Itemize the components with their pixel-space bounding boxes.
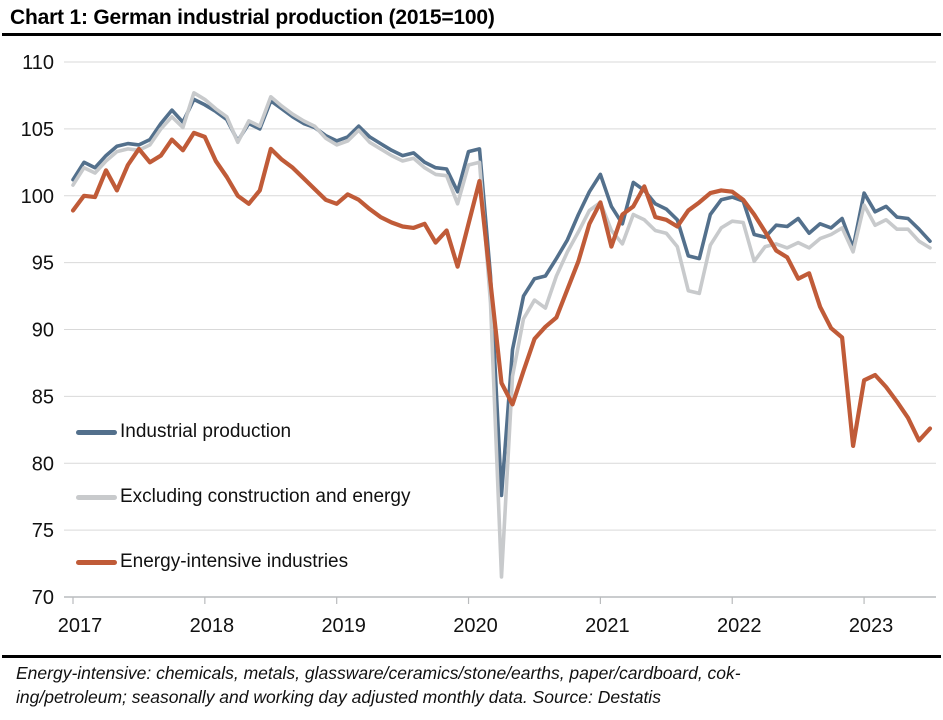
x-tick-label: 2019 (321, 615, 366, 637)
x-tick-label: 2018 (190, 615, 235, 637)
footnote-line-1: Energy-intensive: chemicals, metals, gla… (16, 663, 741, 683)
chart-canvas: 70 75 80 85 90 95 100 105 110 2017 2018 2019 2020 202… (21, 52, 936, 637)
x-axis: 2017 2018 2019 2020 2021 2022 2023 (58, 597, 894, 637)
title-divider-line (2, 33, 941, 36)
y-tick-label: 100 (21, 186, 54, 208)
y-tick-label: 85 (32, 386, 54, 408)
series-line-energy-intensive-industries (70, 130, 933, 448)
chart-area: 70 75 80 85 90 95 100 105 110 2017 2018 2019 2020 202… (0, 44, 943, 648)
y-axis-labels: 70 75 80 85 90 95 100 105 110 (21, 52, 54, 609)
x-tick-label: 2022 (717, 615, 762, 637)
chart-footnote: Energy-intensive: chemicals, metals, gla… (16, 661, 928, 709)
y-tick-label: 105 (21, 119, 54, 141)
series-line-industrial-production (71, 97, 932, 498)
x-tick-label: 2021 (585, 615, 630, 637)
x-tick-label: 2017 (58, 615, 103, 637)
x-tick-label: 2020 (453, 615, 498, 637)
chart-title: Chart 1: German industrial production (2… (10, 6, 495, 29)
gridlines (64, 61, 936, 598)
y-tick-label: 95 (32, 253, 54, 275)
y-tick-label: 70 (32, 587, 54, 609)
footer-divider-line (2, 655, 941, 658)
y-tick-label: 90 (32, 320, 54, 342)
y-tick-label: 110 (22, 52, 54, 74)
series-line-excluding-construction-and-energy (71, 90, 932, 579)
y-tick-label: 75 (32, 520, 54, 542)
y-tick-label: 80 (32, 453, 54, 475)
footnote-line-2: ing/petroleum; seasonally and working da… (16, 687, 661, 707)
x-tick-label: 2023 (849, 615, 894, 637)
